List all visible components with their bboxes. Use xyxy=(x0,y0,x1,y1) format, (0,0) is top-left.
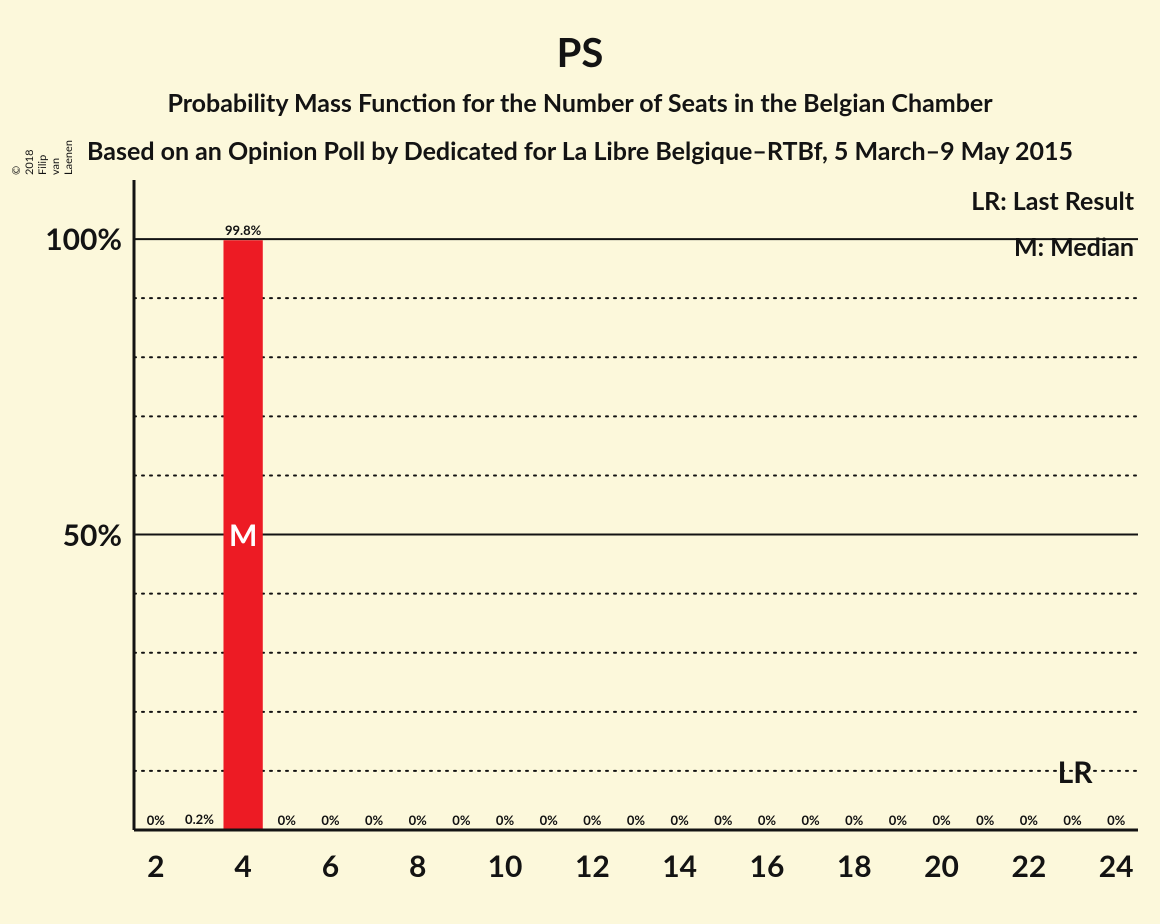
bar-value-label: 0.2% xyxy=(169,811,229,827)
bar-value-label: 0% xyxy=(1086,812,1146,828)
chart-svg xyxy=(0,0,1160,924)
x-tick-label: 18 xyxy=(814,848,894,884)
bar-value-label: 99.8% xyxy=(213,222,273,238)
y-tick-label: 50% xyxy=(0,517,122,553)
x-tick-label: 6 xyxy=(290,848,370,884)
x-tick-label: 10 xyxy=(465,848,545,884)
x-tick-label: 4 xyxy=(203,848,283,884)
x-tick-label: 2 xyxy=(116,848,196,884)
last-result-marker: LR xyxy=(1013,754,1093,790)
y-tick-label: 100% xyxy=(0,221,122,257)
x-tick-label: 12 xyxy=(552,848,632,884)
x-tick-label: 16 xyxy=(727,848,807,884)
x-tick-label: 8 xyxy=(378,848,458,884)
x-tick-label: 24 xyxy=(1076,848,1156,884)
x-tick-label: 14 xyxy=(640,848,720,884)
x-tick-label: 20 xyxy=(902,848,982,884)
median-marker: M xyxy=(218,517,268,553)
chart-container: PS Probability Mass Function for the Num… xyxy=(0,0,1160,924)
x-tick-label: 22 xyxy=(989,848,1069,884)
